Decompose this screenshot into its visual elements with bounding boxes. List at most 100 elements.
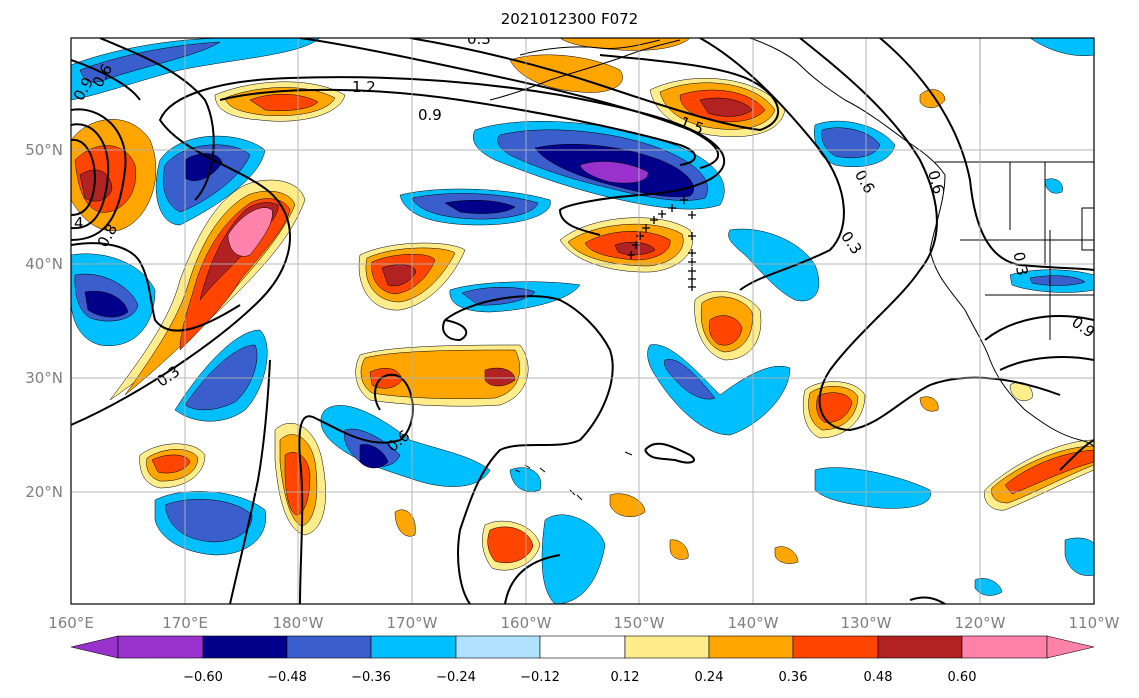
contour-label: 0.3 (467, 30, 491, 48)
contour-line (71, 108, 127, 241)
colorbar-tick-label: −0.12 (520, 670, 560, 685)
contour-line (644, 442, 695, 464)
contour-line (999, 356, 1094, 371)
x-tick-label: 140°W (728, 614, 779, 632)
colorbar-segment (117, 635, 204, 659)
contour-label: 4 (74, 214, 84, 232)
plus-marker (668, 204, 676, 212)
colorbar-segment (539, 635, 626, 659)
positive-anomaly-region (484, 367, 516, 387)
contour-line (444, 295, 614, 604)
colorbar-segment (455, 635, 541, 659)
longitude-tick-labels: 160°E 170°E 180°W 170°W 160°W 150°W 140°… (48, 614, 1119, 632)
contour-lines (71, 38, 1094, 604)
plus-marker (688, 283, 696, 291)
map-title: 2021012300 F072 (500, 10, 639, 28)
positive-anomaly-region (1004, 449, 1094, 495)
negative-anomaly-region (664, 359, 716, 400)
negative-anomaly-region (1044, 178, 1063, 194)
hawaiian-islands (514, 464, 583, 501)
contour-line (229, 359, 271, 604)
positive-anomaly-region (227, 207, 273, 257)
colorbar-tick-label: −0.24 (436, 670, 476, 685)
negative-anomaly-region (461, 287, 536, 306)
y-tick-label: 20°N (25, 483, 63, 501)
x-tick-label: 170°E (162, 614, 208, 632)
x-tick-label: 150°W (614, 614, 665, 632)
positive-anomaly-region (249, 93, 319, 111)
contour-line (1059, 439, 1094, 471)
colorbar-segment (961, 635, 1048, 659)
colorbar-segment (1046, 635, 1095, 659)
x-tick-label: 160°W (501, 614, 552, 632)
plus-marker (658, 210, 666, 218)
y-tick-label: 30°N (25, 369, 63, 387)
colorbar-tick-label: 0.48 (864, 670, 893, 685)
plus-marker (688, 249, 696, 257)
positive-anomaly-region (609, 493, 646, 517)
contour-line (298, 373, 414, 604)
contour-line (879, 38, 1094, 271)
negative-anomaly-region (359, 444, 389, 469)
aleutian-islands (489, 39, 681, 101)
alaska-coast (519, 39, 661, 56)
contour-line (909, 596, 946, 604)
negative-anomaly-region (1064, 537, 1094, 576)
plus-marker (680, 196, 688, 204)
contour-line (699, 38, 845, 291)
negative-anomaly-region (320, 405, 491, 487)
positive-anomaly-region (394, 509, 416, 537)
x-tick-label: 130°W (841, 614, 892, 632)
negative-anomaly-region (728, 228, 820, 302)
plus-marker (688, 275, 696, 283)
colorbar-tick-label: 0.36 (779, 670, 808, 685)
contour-line (799, 38, 1061, 432)
positive-anomaly-region (774, 546, 799, 564)
colorbar-segment (202, 635, 288, 659)
contour-label: 1.2 (352, 78, 376, 96)
contour-line (409, 38, 780, 132)
colorbar-tick-label: −0.48 (267, 670, 307, 685)
contour-line (442, 319, 468, 342)
colorbar-tick-label: 0.12 (611, 670, 640, 685)
plus-marker (688, 232, 696, 240)
positive-anomaly-region (816, 392, 853, 423)
map-plot-area: 1.2 0.9 1.5 0.6 0.3 0.6 0.3 0.3 0.6 0.9 … (71, 30, 1094, 604)
plus-marker (650, 216, 658, 224)
negative-anomaly-region (541, 514, 606, 604)
colorbar-segment (877, 635, 963, 659)
contour-line (504, 554, 561, 604)
contour-line (71, 59, 141, 101)
plus-marker (688, 258, 696, 266)
contour-line (71, 123, 110, 230)
negative-anomaly-region (184, 344, 258, 411)
negative-anomaly-region (579, 161, 649, 184)
negative-anomaly-region (71, 38, 321, 101)
contour-line (71, 138, 97, 216)
positive-anomaly-region (360, 349, 521, 400)
map-frame (70, 37, 1095, 605)
colorbar-tick-label: −0.60 (183, 670, 223, 685)
colorbar-segment (286, 635, 372, 659)
positive-anomaly-region (709, 315, 743, 346)
positive-anomaly-region (381, 264, 417, 287)
x-tick-label: 120°W (955, 614, 1006, 632)
contour-line (71, 76, 726, 426)
plus-markers (627, 196, 696, 291)
colorbar-segment (708, 635, 794, 659)
positive-anomaly-region (487, 526, 534, 564)
colorbar-tick-label: 0.60 (948, 670, 977, 685)
colorbar-tick-labels: −0.60 −0.48 −0.36 −0.24 −0.12 0.12 0.24 … (183, 670, 976, 685)
colorbar-segment (624, 635, 710, 659)
island (624, 451, 633, 456)
colorbar-segment (70, 635, 119, 659)
plus-marker (688, 211, 696, 219)
x-tick-label: 180°W (273, 614, 324, 632)
x-tick-label: 170°W (387, 614, 438, 632)
colorbar-segment (792, 635, 879, 659)
contour-line (984, 315, 1094, 341)
contour-label: 0.9 (418, 106, 442, 124)
colorbar-tick-label: 0.24 (695, 670, 724, 685)
gridlines (71, 38, 1094, 604)
